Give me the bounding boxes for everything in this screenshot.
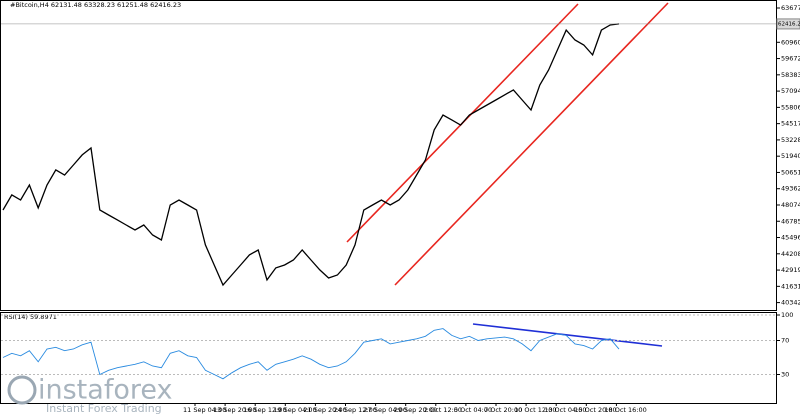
- last-price-box: [776, 18, 800, 30]
- y-tick-label: 41631.00: [781, 282, 800, 290]
- y-tick-label: 46785.60: [781, 217, 800, 225]
- y-tick-label: 40342.35: [781, 299, 800, 307]
- x-tick-label: 24 Sep 12:00: [334, 406, 377, 414]
- y-tick-label: 42919.65: [781, 266, 800, 274]
- series-line: [2, 328, 620, 380]
- series-line: [2, 23, 620, 287]
- y-tick-label: 57094.80: [781, 87, 800, 95]
- y-tick-label: 30: [781, 371, 789, 379]
- x-tick-label: 19 Sep 04:00: [273, 406, 316, 414]
- watermark: instaforex Instant Forex Trading: [7, 375, 172, 415]
- x-tick-label: 5 Oct 04:00: [454, 406, 492, 414]
- x-tick-label: 11 Sep 04:00: [183, 406, 226, 414]
- y-tick-label: 100: [781, 311, 793, 319]
- divergence-line: [472, 323, 663, 347]
- y-tick-label: 55806.15: [781, 103, 800, 111]
- channel-lower: [394, 2, 669, 286]
- y-tick-label: 60960.75: [781, 38, 800, 46]
- y-tick-label: 59672.10: [781, 55, 800, 63]
- rsi-pane: [0, 312, 777, 404]
- last-price-label: 62416.23: [778, 21, 800, 27]
- y-tick-label: 45496.95: [781, 234, 800, 242]
- x-tick-label: 27 Sep 04:00: [364, 406, 407, 414]
- y-tick-label: 63677.00: [781, 4, 800, 12]
- watermark-tagline: Instant Forex Trading: [46, 402, 162, 415]
- x-tick-label: 16 Sep 12:00: [243, 406, 286, 414]
- y-tick-label: 70: [781, 337, 789, 345]
- rsi-title: RSI(14) 59.8971: [4, 313, 57, 321]
- x-tick-label: 18 Oct 16:00: [604, 406, 646, 414]
- x-tick-label: 10 Oct 12:00: [514, 406, 556, 414]
- y-tick-label: 58383.45: [781, 71, 800, 79]
- x-tick-label: 13 Oct 04:00: [544, 406, 586, 414]
- x-tick-label: 13 Sep 20:00: [213, 406, 256, 414]
- y-tick-label: 48074.25: [781, 201, 800, 209]
- y-tick-label: 50651.55: [781, 168, 800, 176]
- x-tick-label: 21 Sep 20:00: [303, 406, 346, 414]
- x-tick-label: 15 Oct 20:00: [574, 406, 616, 414]
- chart-title: #Bitcoin,H4 62131.48 63328.23 61251.48 6…: [10, 1, 181, 9]
- x-tick-label: 2 Oct 12:00: [424, 406, 462, 414]
- y-tick-label: 51940.20: [781, 152, 800, 160]
- y-tick-label: 44208.30: [781, 250, 800, 258]
- watermark-brand: instaforex: [38, 375, 172, 406]
- watermark-logo: [7, 375, 37, 405]
- y-tick-label: 54517.50: [781, 120, 800, 128]
- price-pane: [0, 0, 777, 311]
- y-tick-label: 53228.85: [781, 136, 800, 144]
- x-tick-label: 29 Sep 20:00: [394, 406, 437, 414]
- y-tick-label: 49362.90: [781, 185, 800, 193]
- x-tick-label: 7 Oct 20:00: [484, 406, 522, 414]
